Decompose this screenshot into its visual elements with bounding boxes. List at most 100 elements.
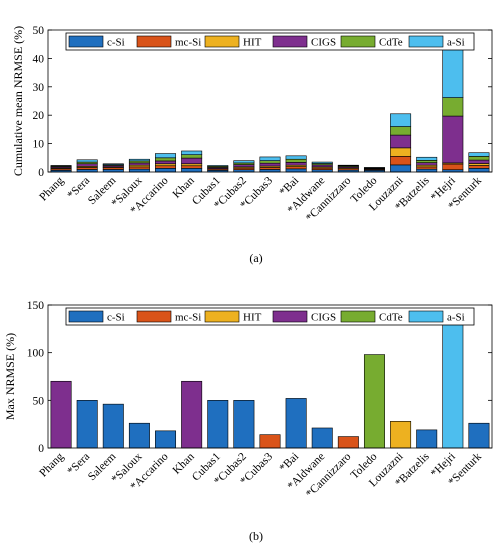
bar-khan-mc-si	[181, 165, 203, 169]
bar-cubas3-cdte	[259, 160, 281, 164]
bar-hejri-cdte	[442, 97, 464, 117]
bar-cubas2	[233, 400, 255, 449]
legend-swatch-hit	[204, 310, 240, 323]
bar-cubas1-a-si	[207, 165, 229, 167]
legend-label-cdte: CdTe	[379, 312, 403, 324]
bar-batzelis-cdte	[416, 160, 438, 163]
bar-louzazni-a-si	[390, 113, 412, 127]
bar-senturk	[468, 422, 490, 449]
bar-senturk-cdte	[468, 156, 490, 161]
bar-louzazni-cdte	[390, 126, 412, 136]
bar-accarino-a-si	[155, 153, 177, 159]
bar-aldwane-a-si	[311, 161, 333, 164]
panel-a-frame	[47, 29, 493, 173]
bar-hejri-mc-si	[442, 163, 464, 171]
bar-accarino-c-si	[155, 168, 177, 173]
legend-label-cdte: CdTe	[379, 37, 403, 49]
bar-senturk-c-si	[468, 168, 490, 173]
bar-batzelis-c-si	[416, 168, 438, 173]
bar-batzelis-mc-si	[416, 166, 438, 170]
legend-label-mc-si: mc-Si	[175, 312, 201, 324]
panel-a-y-axis-label: Cumulative mean NRMSE (%)	[11, 26, 25, 176]
bar-khan-cdte	[181, 154, 203, 159]
bar-batzelis-a-si	[416, 156, 438, 161]
bar-khan-cigs	[181, 157, 203, 165]
legend-swatch-hit	[204, 35, 240, 48]
bar-saleem-a-si	[102, 163, 124, 165]
y-tick-label: 0	[38, 167, 44, 179]
bar-bai-c-si	[285, 168, 307, 173]
bar-khan	[181, 380, 203, 449]
bar-phang-a-si	[50, 165, 72, 167]
legend-label-mc-si: mc-Si	[175, 37, 201, 49]
legend-swatch-mc-si	[136, 35, 172, 48]
bar-saloux-mc-si	[128, 166, 150, 170]
legend-label-c-si: c-Si	[107, 312, 125, 324]
bar-hejri-cigs	[442, 115, 464, 164]
panel-b-y-tick-labels: 0 50 100 150	[27, 300, 45, 455]
bar-cubas3	[259, 434, 281, 449]
legend-swatch-cigs	[272, 35, 308, 48]
y-tick-label: 20	[33, 110, 45, 122]
panel-b: 0 50 100 150 Phang *SeraSaleem*Saloux*Accari…	[3, 300, 493, 543]
bar-cubas1	[207, 400, 229, 449]
bar-louzazni-hit	[390, 147, 412, 157]
bar-saloux	[128, 422, 150, 449]
bar-louzazni-cigs	[390, 134, 412, 149]
bar-sera-a-si	[76, 159, 98, 163]
bar-senturk-a-si	[468, 152, 490, 157]
legend-swatch-a-si	[408, 35, 444, 48]
bar-bai-cigs	[285, 162, 307, 166]
legend-swatch-cdte	[340, 35, 376, 48]
bar-phang	[50, 380, 72, 449]
bar-cubas3-cigs	[259, 162, 281, 167]
bar-saloux-a-si	[128, 158, 150, 162]
legend-swatch-cdte	[340, 310, 376, 323]
panel-a-y-tick-labels: 0 10 20 30 40 50	[33, 25, 45, 179]
bar-toledo	[363, 354, 385, 449]
bar-louzazni-c-si	[390, 164, 412, 173]
panel-b-legend: c-Si mc-Si HIT CIGS CdTe a-Si	[65, 307, 475, 326]
bar-sera	[76, 400, 98, 449]
panel-a-subtitle: (a)	[249, 251, 262, 265]
bar-batzelis	[416, 429, 438, 449]
bar-saleem	[102, 403, 124, 449]
bar-cannizzaro-a-si	[337, 164, 359, 167]
bar-accarino-mc-si	[155, 165, 177, 169]
y-tick-label: 150	[27, 300, 45, 312]
bar-accarino	[155, 430, 177, 449]
bar-khan-c-si	[181, 168, 203, 173]
legend-swatch-c-si	[68, 310, 104, 323]
legend-swatch-a-si	[408, 310, 444, 323]
bar-cubas3-a-si	[259, 156, 281, 161]
y-tick-label: 0	[38, 443, 44, 455]
bar-sera-cigs	[76, 163, 98, 167]
panel-b-frame	[47, 304, 493, 449]
bar-senturk-mc-si	[468, 165, 490, 169]
bar-louzazni	[390, 421, 412, 449]
panel-a-legend: c-Si mc-Si HIT CIGS CdTe a-Si	[65, 32, 475, 51]
y-tick-label: 50	[33, 25, 45, 37]
bar-batzelis-cigs	[416, 162, 438, 166]
legend-label-c-si: c-Si	[107, 37, 125, 49]
y-tick-label: 50	[33, 395, 45, 407]
legend-label-a-si: a-Si	[447, 37, 465, 49]
panel-b-y-axis-label: Max NRMSE (%)	[3, 333, 17, 420]
bar-hejri	[442, 323, 464, 449]
panel-a: 0 10 20 30 40 50 Phang *SeraSaleem*Saloux*Acca…	[11, 25, 493, 265]
legend-swatch-cigs	[272, 310, 308, 323]
bar-bai-a-si	[285, 155, 307, 160]
legend-label-cigs: CIGS	[311, 37, 336, 49]
bar-accarino-cdte	[155, 157, 177, 162]
bar-bai	[285, 398, 307, 449]
legend-label-hit: HIT	[243, 312, 262, 324]
bar-khan-a-si	[181, 150, 203, 155]
legend-swatch-c-si	[68, 35, 104, 48]
bar-accarino-cigs	[155, 160, 177, 165]
bar-cannizzaro	[337, 436, 359, 449]
panel-a-ticks	[48, 29, 492, 173]
bar-bai-mc-si	[285, 166, 307, 170]
